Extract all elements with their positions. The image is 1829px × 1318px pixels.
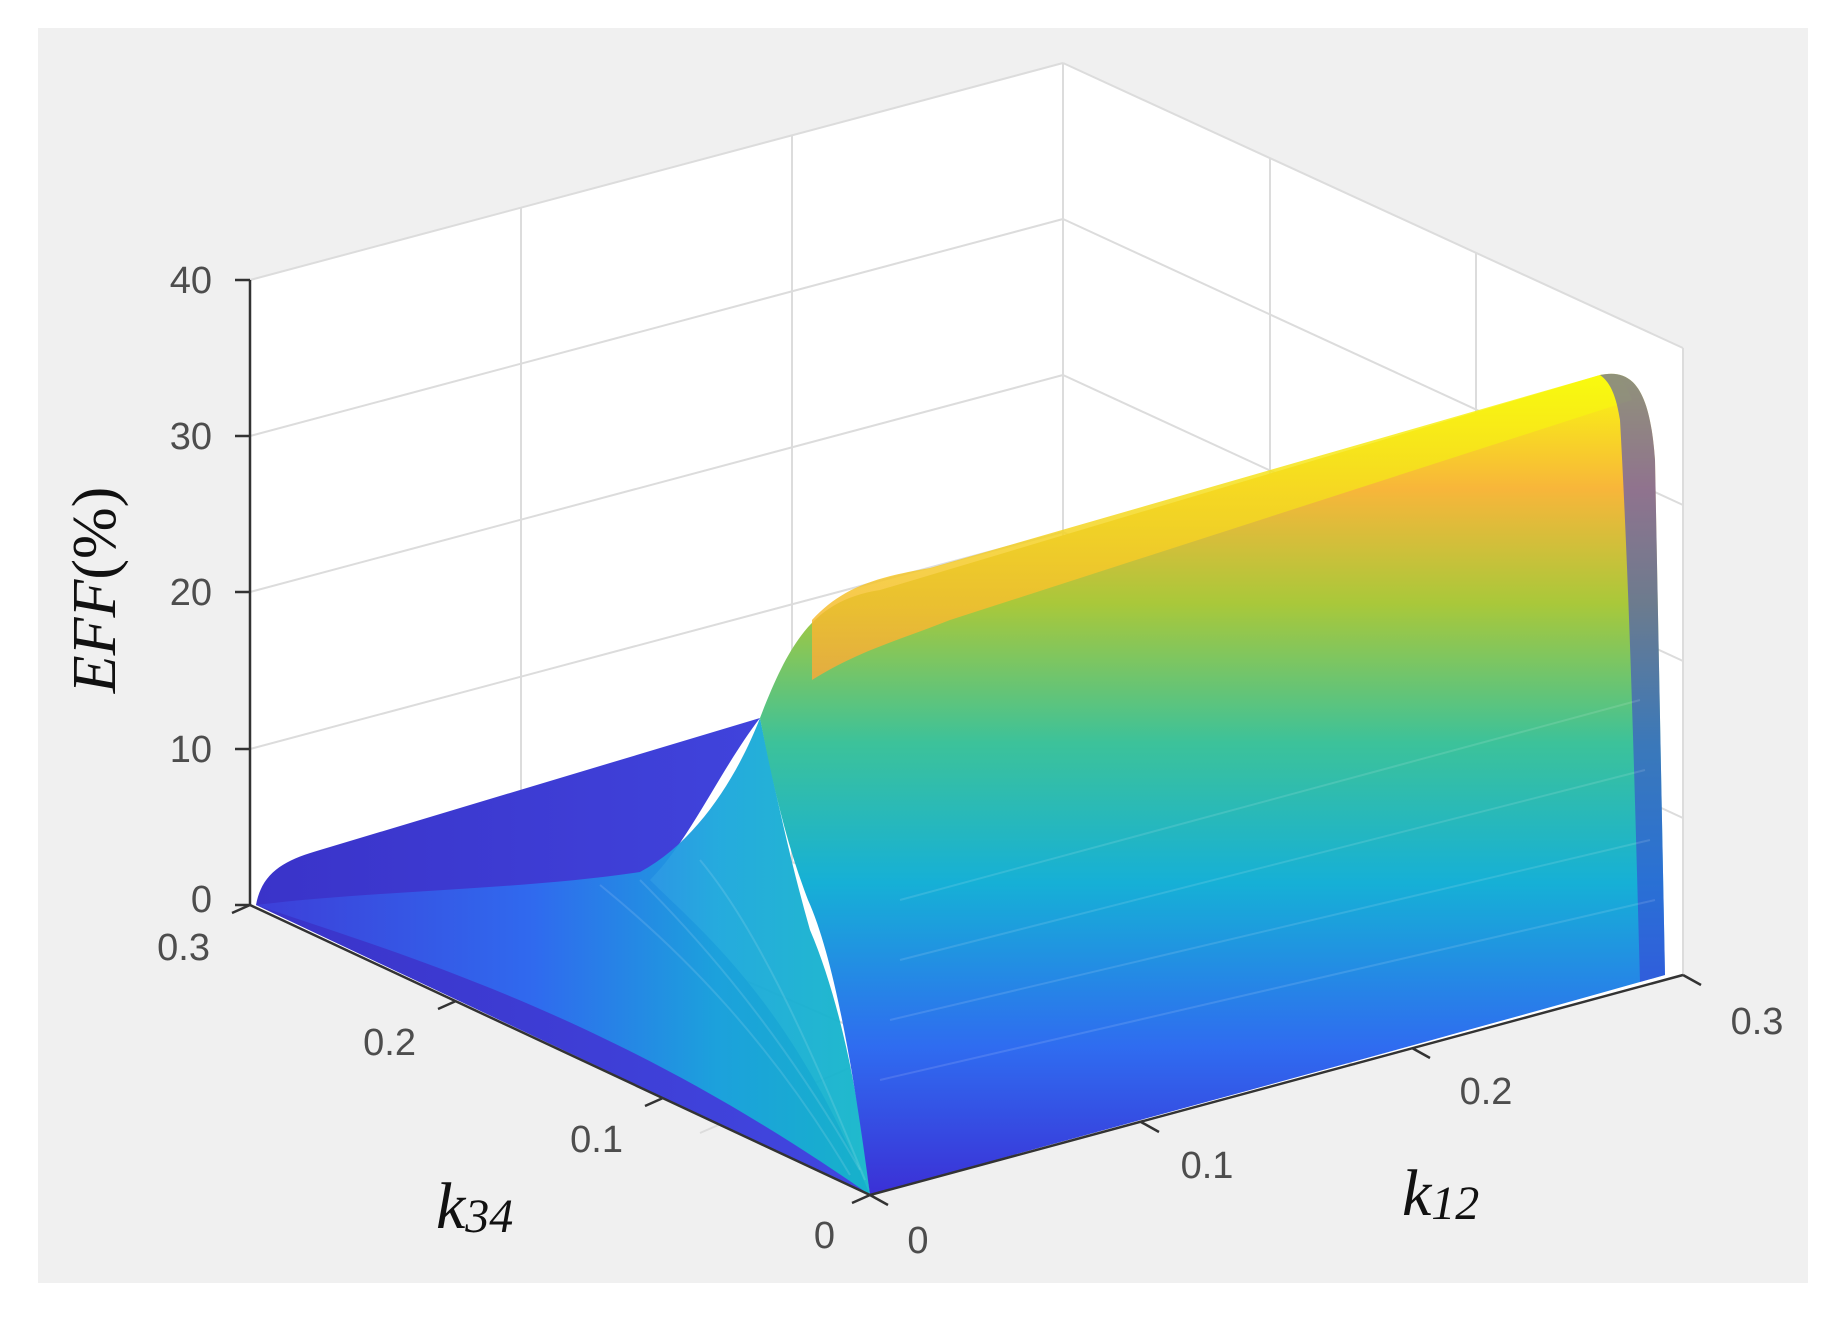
surface-right-edge [1600, 373, 1665, 982]
axis-lines [231, 278, 1702, 1207]
z-tick-labels: 40 30 20 10 0 [170, 260, 212, 921]
z-axis-label-unit: (%) [61, 487, 129, 580]
k34-tick-label: 0.3 [157, 927, 210, 969]
k34-axis-label-sub: 34 [464, 1190, 513, 1243]
k12-tick-label: 0.3 [1731, 1001, 1784, 1043]
surface-plot [256, 373, 1665, 1195]
k34-axis-label-main: k [436, 1170, 467, 1243]
k34-tick-label: 0.2 [363, 1022, 416, 1064]
k12-axis-line [869, 973, 1684, 1197]
z-tick-label: 30 [170, 416, 212, 458]
k12-tick-labels: 0 0.1 0.2 0.3 [907, 1001, 1783, 1262]
k12-axis-label-sub: 12 [1431, 1177, 1479, 1230]
k34-axis-label: k34 [436, 1170, 513, 1243]
surface-valley [256, 718, 870, 1195]
k12-axis-label-main: k [1402, 1157, 1433, 1230]
z-axis-label: EFF(%) [61, 487, 129, 695]
k34-tick-label: 0.1 [570, 1119, 623, 1161]
k12-tick-label: 0 [907, 1220, 928, 1262]
surface-ridge-top [812, 374, 1632, 680]
z-tick-label: 0 [191, 879, 212, 921]
z-axis-label-main: EFF [61, 579, 129, 695]
k34-tick-labels: 0.3 0.2 0.1 0 [157, 927, 835, 1257]
z-tick-label: 20 [170, 572, 212, 614]
k34-axis-line [249, 903, 871, 1197]
z-tick-label: 40 [170, 260, 212, 302]
k12-tick-label: 0.1 [1181, 1145, 1234, 1187]
k34-tick-label: 0 [814, 1215, 835, 1257]
k12-axis-label: k12 [1402, 1157, 1479, 1230]
z-tick-label: 10 [170, 729, 212, 771]
svg-text:EFF(%): EFF(%) [61, 487, 129, 695]
k12-tick-label: 0.2 [1460, 1071, 1513, 1113]
